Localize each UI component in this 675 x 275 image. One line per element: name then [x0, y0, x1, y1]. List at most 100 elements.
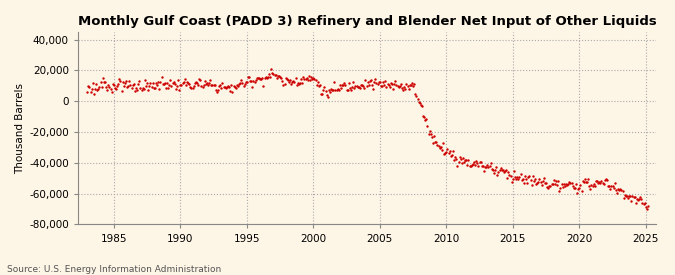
- Point: [439, 152, 450, 157]
- Point: [434, 146, 445, 151]
- Point: [616, 188, 627, 193]
- Point: [87, 81, 98, 85]
- Point: [524, 174, 535, 179]
- Point: [531, 182, 541, 186]
- Point: [601, 177, 612, 182]
- Point: [187, 86, 198, 90]
- Point: [549, 182, 560, 186]
- Point: [568, 186, 579, 190]
- Point: [235, 81, 246, 86]
- Point: [628, 195, 639, 199]
- Point: [296, 77, 306, 81]
- Point: [335, 82, 346, 87]
- Point: [390, 79, 401, 84]
- Point: [286, 81, 296, 86]
- Point: [186, 86, 197, 90]
- Point: [384, 84, 395, 89]
- Point: [332, 87, 343, 92]
- Point: [206, 83, 217, 87]
- Point: [178, 79, 189, 84]
- Point: [494, 168, 505, 173]
- Point: [570, 186, 580, 190]
- Point: [548, 178, 559, 182]
- Point: [333, 88, 344, 92]
- Point: [341, 87, 352, 92]
- Point: [415, 103, 426, 107]
- Text: Source: U.S. Energy Information Administration: Source: U.S. Energy Information Administ…: [7, 265, 221, 274]
- Point: [639, 200, 650, 205]
- Point: [394, 85, 404, 89]
- Point: [350, 84, 361, 89]
- Point: [401, 81, 412, 86]
- Point: [500, 169, 510, 173]
- Point: [544, 184, 555, 188]
- Point: [534, 177, 545, 181]
- Point: [491, 165, 502, 170]
- Point: [197, 85, 208, 89]
- Point: [124, 79, 135, 83]
- Point: [252, 76, 263, 81]
- Point: [615, 187, 626, 192]
- Point: [555, 186, 566, 190]
- Point: [84, 85, 95, 89]
- Point: [496, 167, 507, 172]
- Point: [325, 89, 335, 94]
- Point: [146, 85, 157, 89]
- Point: [164, 83, 175, 87]
- Point: [601, 177, 612, 182]
- Point: [413, 100, 424, 104]
- Point: [83, 83, 94, 88]
- Point: [225, 89, 236, 94]
- Point: [246, 79, 256, 84]
- Point: [394, 83, 405, 88]
- Point: [456, 157, 466, 161]
- Point: [258, 84, 269, 89]
- Point: [620, 193, 630, 198]
- Point: [90, 86, 101, 91]
- Point: [85, 89, 96, 94]
- Point: [466, 163, 477, 167]
- Point: [103, 83, 113, 87]
- Point: [323, 95, 333, 100]
- Point: [249, 80, 260, 84]
- Point: [114, 76, 125, 81]
- Point: [432, 143, 443, 147]
- Point: [202, 82, 213, 87]
- Point: [553, 179, 564, 183]
- Point: [370, 77, 381, 81]
- Point: [613, 186, 624, 191]
- Point: [520, 177, 531, 182]
- Point: [128, 83, 138, 87]
- Point: [338, 83, 349, 87]
- Point: [177, 81, 188, 86]
- Point: [622, 195, 633, 200]
- Point: [190, 81, 200, 85]
- Point: [311, 82, 322, 87]
- Point: [308, 76, 319, 80]
- Point: [545, 183, 556, 188]
- Point: [596, 179, 607, 183]
- Point: [180, 82, 191, 87]
- Point: [433, 144, 444, 148]
- Point: [468, 160, 479, 165]
- Point: [335, 86, 346, 90]
- Point: [227, 90, 238, 94]
- Point: [487, 167, 498, 172]
- Point: [625, 194, 636, 198]
- Point: [604, 183, 615, 188]
- Point: [364, 78, 375, 83]
- Point: [461, 158, 472, 163]
- Point: [362, 79, 373, 84]
- Point: [125, 83, 136, 87]
- Point: [606, 184, 617, 189]
- Point: [551, 183, 562, 187]
- Point: [589, 182, 599, 186]
- Point: [223, 84, 234, 89]
- Point: [375, 80, 385, 84]
- Point: [626, 199, 637, 203]
- Point: [330, 88, 341, 92]
- Point: [254, 76, 265, 80]
- Point: [372, 82, 383, 86]
- Point: [113, 82, 124, 87]
- Point: [349, 86, 360, 90]
